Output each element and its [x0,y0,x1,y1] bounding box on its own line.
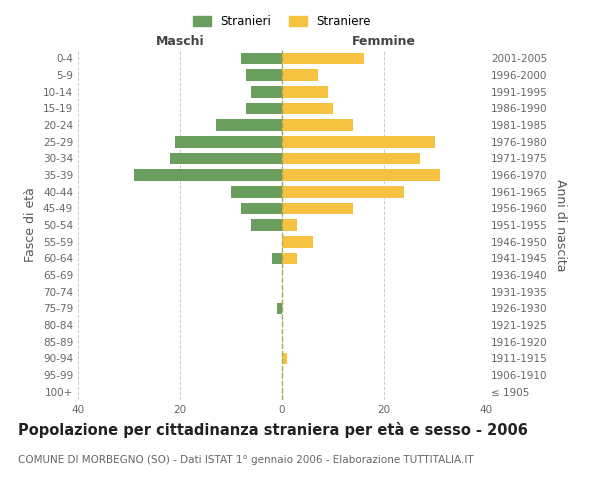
Bar [231,186,282,198]
Bar [282,202,353,214]
Bar [216,119,282,131]
Bar [282,69,318,81]
Y-axis label: Fasce di età: Fasce di età [25,188,37,262]
Bar [134,169,282,181]
Text: Popolazione per cittadinanza straniera per età e sesso - 2006: Popolazione per cittadinanza straniera p… [18,422,528,438]
Bar [251,86,282,98]
Bar [241,52,282,64]
Bar [282,252,298,264]
Legend: Stranieri, Straniere: Stranieri, Straniere [188,10,376,33]
Text: COMUNE DI MORBEGNO (SO) - Dati ISTAT 1° gennaio 2006 - Elaborazione TUTTITALIA.I: COMUNE DI MORBEGNO (SO) - Dati ISTAT 1° … [18,455,473,465]
Bar [247,102,282,114]
Bar [241,202,282,214]
Bar [170,152,282,164]
Bar [251,219,282,231]
Bar [282,86,328,98]
Bar [282,52,364,64]
Bar [282,119,353,131]
Bar [272,252,282,264]
Bar [282,236,313,248]
Bar [282,352,287,364]
Bar [282,136,435,147]
Bar [282,102,333,114]
Bar [282,219,298,231]
Bar [277,302,282,314]
Bar [175,136,282,147]
Bar [282,152,420,164]
Text: Maschi: Maschi [155,34,205,48]
Text: Femmine: Femmine [352,34,416,48]
Bar [247,69,282,81]
Bar [282,186,404,198]
Y-axis label: Anni di nascita: Anni di nascita [554,179,567,271]
Bar [282,169,440,181]
